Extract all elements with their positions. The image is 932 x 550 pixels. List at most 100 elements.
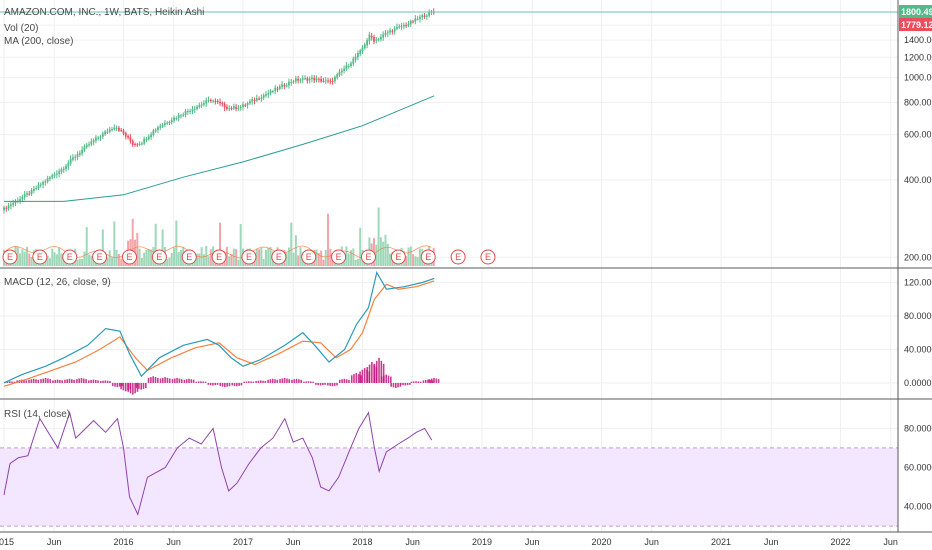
macd-histogram-bar (224, 382, 226, 388)
candle-body (76, 154, 79, 157)
macd-histogram-bar (345, 379, 348, 383)
volume-bar (78, 258, 81, 266)
earnings-marker[interactable] (151, 249, 167, 265)
macd-histogram-bar (219, 382, 222, 387)
macd-histogram-bar (6, 381, 9, 383)
earnings-marker-label: E (246, 252, 252, 262)
earnings-marker[interactable] (420, 249, 436, 265)
macd-histogram-bar (164, 377, 166, 383)
volume-bar (382, 241, 385, 266)
x-tick-label: Jun (405, 537, 420, 547)
volume-bar (324, 249, 327, 266)
macd-histogram-bar (8, 381, 11, 383)
macd-histogram-bar (321, 382, 324, 386)
candle-body (294, 78, 297, 82)
volume-bar (140, 258, 143, 266)
macd-histogram-bar (295, 378, 298, 383)
candle-body (97, 137, 100, 139)
candle-body (389, 30, 391, 33)
earnings-marker[interactable] (32, 249, 48, 265)
macd-histogram-bar (80, 377, 83, 383)
macd-histogram-bar (49, 379, 52, 383)
macd-histogram-bar (430, 378, 433, 383)
volume-bar (264, 249, 267, 266)
macd-histogram-bar (387, 375, 390, 383)
macd-histogram-bar (274, 379, 276, 383)
volume-bar (317, 252, 320, 266)
volume-bar (412, 254, 415, 266)
candle-body (301, 78, 304, 80)
candle-body (320, 78, 323, 82)
earnings-marker[interactable] (211, 249, 227, 265)
x-tick-label: Jun (166, 537, 181, 547)
earnings-marker-label: E (306, 252, 312, 262)
macd-histogram-bar (355, 372, 358, 383)
macd-histogram-bar (293, 379, 296, 383)
candle-body (147, 136, 150, 140)
rsi-tick-label: 40.0000 (904, 502, 932, 512)
candle-body (159, 126, 162, 128)
volume-bar (354, 259, 357, 266)
macd-histogram-bar (76, 379, 78, 383)
volume-bar (269, 246, 272, 266)
macd-histogram-bar (202, 381, 205, 383)
earnings-marker[interactable] (241, 249, 257, 265)
earnings-marker[interactable] (301, 249, 317, 265)
earnings-marker[interactable] (331, 249, 347, 265)
candle-body (51, 175, 54, 178)
earnings-marker[interactable] (450, 249, 466, 265)
candle-body (239, 106, 242, 109)
earnings-marker-label: E (365, 252, 371, 262)
macd-signal-line (3, 280, 435, 387)
macd-histogram-bar (399, 382, 402, 387)
macd-histogram-bar (410, 381, 413, 383)
earnings-marker-label: E (276, 252, 282, 262)
volume-bar (202, 254, 205, 266)
earnings-marker[interactable] (480, 249, 496, 265)
x-tick-label: 2020 (591, 537, 611, 547)
candle-body (67, 162, 70, 167)
macd-histogram-bar (188, 378, 190, 383)
earnings-marker[interactable] (92, 249, 108, 265)
candle-body (281, 84, 283, 87)
rsi-layer (0, 410, 898, 527)
macd-histogram-bar (40, 379, 42, 383)
macd-histogram-bar (341, 379, 343, 383)
macd-histogram-bar (92, 379, 95, 383)
volume-bar (85, 227, 88, 266)
macd-histogram-bar (338, 379, 341, 383)
volume-bar (198, 253, 201, 266)
earnings-marker[interactable] (121, 249, 137, 265)
candle-body (354, 56, 357, 60)
candle-body (122, 130, 125, 134)
earnings-marker[interactable] (2, 249, 18, 265)
candle-body (92, 140, 95, 143)
macd-histogram-bar (32, 378, 35, 383)
ma-value-badge-text: 1779.12 (901, 20, 932, 30)
earnings-marker[interactable] (390, 249, 406, 265)
ma-value-badge (899, 18, 932, 32)
macd-histogram-bar (380, 376, 383, 383)
volume-bar (292, 252, 295, 266)
macd-histogram-bar (353, 374, 355, 383)
earnings-marker[interactable] (62, 249, 78, 265)
candle-body (379, 36, 382, 40)
macd-histogram-bar (331, 382, 334, 387)
macd-histogram-bar (238, 382, 240, 386)
earnings-marker[interactable] (181, 249, 197, 265)
candle-body (370, 35, 373, 38)
volume-bar (108, 250, 111, 266)
earnings-marker[interactable] (271, 249, 287, 265)
volume-bar (46, 255, 49, 266)
candle-body (168, 122, 171, 124)
candle-body (311, 77, 313, 80)
x-tick-label: Jun (525, 537, 540, 547)
candle-body (219, 101, 221, 104)
macd-histogram-bar (56, 379, 59, 383)
candle-body (246, 102, 249, 105)
volume-bar (299, 247, 302, 266)
earnings-marker[interactable] (360, 249, 376, 265)
macd-histogram-bar (333, 382, 336, 386)
candle-body (191, 109, 194, 112)
